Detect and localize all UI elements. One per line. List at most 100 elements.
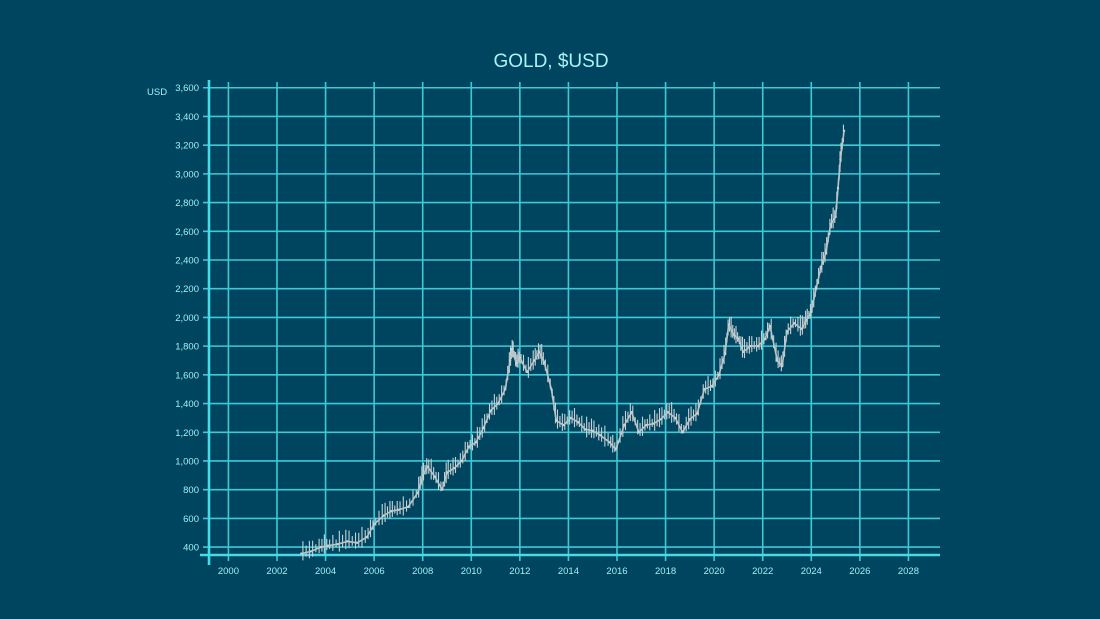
price-point-81	[839, 158, 842, 161]
y-tick-label-400: 400	[183, 543, 199, 554]
price-point-58	[717, 373, 721, 377]
price-point-46	[630, 410, 633, 414]
price-point-70	[785, 330, 789, 333]
price-point-13	[416, 491, 420, 494]
x-tick-label-2000: 2000	[218, 566, 239, 577]
x-tick-label-2012: 2012	[509, 566, 530, 577]
x-tick-label-2002: 2002	[266, 566, 287, 577]
y-tick-label-1200: 1,200	[175, 428, 199, 439]
price-point-21	[467, 445, 471, 448]
price-point-64	[749, 344, 752, 348]
price-point-54	[688, 418, 692, 421]
y-tick-label-2400: 2,400	[175, 256, 199, 267]
price-point-24	[489, 409, 492, 412]
y-tick-label-3400: 3,400	[175, 112, 199, 123]
price-point-14	[421, 474, 424, 477]
x-tick-label-2022: 2022	[752, 566, 773, 577]
price-point-23	[482, 426, 485, 430]
price-point-20	[460, 459, 463, 463]
x-tick-label-2020: 2020	[704, 566, 725, 577]
x-tick-label-2008: 2008	[412, 566, 433, 577]
price-point-65	[756, 344, 760, 348]
price-point-59	[723, 352, 727, 355]
y-axis-unit-label: USD	[147, 87, 167, 98]
price-point-72	[800, 327, 803, 331]
y-tick-label-600: 600	[183, 514, 199, 525]
y-tick-label-2800: 2,800	[175, 198, 199, 209]
price-point-77	[824, 251, 828, 255]
price-point-11	[397, 508, 400, 511]
price-point-55	[695, 412, 699, 415]
price-point-79	[834, 215, 837, 219]
price-point-74	[810, 310, 813, 313]
y-tick-label-1800: 1,800	[175, 342, 199, 353]
price-point-22	[474, 441, 478, 444]
price-point-38	[569, 416, 573, 420]
price-point-78	[829, 222, 832, 226]
price-point-52	[674, 416, 677, 420]
y-tick-label-1600: 1,600	[175, 370, 199, 381]
price-point-35	[550, 387, 553, 391]
price-point-31	[525, 370, 529, 374]
y-tick-label-3200: 3,200	[175, 141, 199, 152]
price-point-19	[453, 466, 456, 470]
price-point-67	[768, 324, 772, 328]
y-tick-label-2200: 2,200	[175, 284, 199, 295]
x-tick-label-2004: 2004	[315, 566, 336, 577]
price-point-51	[666, 410, 670, 414]
price-point-34	[542, 360, 546, 364]
x-tick-label-2028: 2028	[898, 566, 919, 577]
x-tick-label-2018: 2018	[655, 566, 676, 577]
price-point-10	[389, 510, 393, 513]
price-point-12	[406, 505, 410, 509]
price-point-18	[445, 471, 449, 474]
price-point-75	[814, 287, 818, 290]
price-point-43	[608, 441, 611, 444]
price-point-4	[336, 543, 339, 546]
price-point-56	[703, 387, 706, 391]
price-point-69	[780, 365, 784, 368]
chart-title: GOLD, $USD	[493, 51, 608, 72]
price-point-50	[659, 418, 662, 421]
x-tick-label-2014: 2014	[558, 566, 579, 577]
price-point-45	[623, 423, 626, 427]
price-point-6	[355, 541, 359, 544]
x-tick-label-2016: 2016	[606, 566, 627, 577]
price-point-53	[681, 431, 684, 434]
price-point-25	[496, 402, 500, 405]
price-point-44	[614, 448, 617, 451]
price-point-26	[504, 387, 507, 391]
y-tick-label-1400: 1,400	[175, 399, 199, 410]
axes	[200, 80, 940, 565]
x-tick-label-2010: 2010	[461, 566, 482, 577]
price-point-27	[508, 359, 512, 362]
price-point-63	[742, 350, 745, 354]
price-point-42	[598, 433, 602, 437]
y-tick-labels: 400 600 800 1,000 1,200 1,400 1,600 1,800 2,000 2…	[175, 83, 199, 553]
price-point-15	[426, 465, 429, 468]
price-point-80	[836, 187, 840, 190]
price-point-62	[737, 337, 740, 341]
price-point-61	[732, 333, 735, 336]
price-point-40	[584, 428, 587, 431]
y-tick-label-3600: 3,600	[175, 83, 199, 94]
y-tick-label-1000: 1,000	[175, 456, 199, 467]
price-point-30	[518, 356, 522, 359]
price-point-8	[372, 522, 376, 526]
price-point-68	[776, 359, 779, 362]
price-point-66	[763, 337, 767, 341]
price-point-2	[319, 545, 322, 549]
price-point-32	[533, 359, 536, 362]
price-point-71	[793, 321, 796, 325]
price-point-48	[644, 423, 648, 427]
grid-lines	[203, 82, 940, 561]
price-point-82	[842, 129, 846, 133]
price-point-49	[652, 422, 655, 425]
x-tick-labels: 2000 2002 2004 2006 2008 2010 2012 2014 2016 2018…	[218, 566, 919, 577]
y-tick-label-800: 800	[183, 485, 199, 496]
y-tick-label-2000: 2,000	[175, 313, 199, 324]
price-point-3	[326, 544, 330, 547]
x-tick-label-2006: 2006	[364, 566, 385, 577]
